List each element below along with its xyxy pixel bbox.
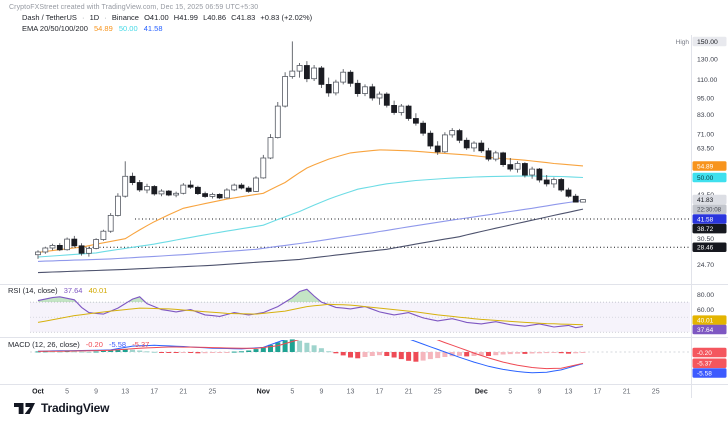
svg-text:22:30:08: 22:30:08 [697,207,722,214]
svg-text:-0.20: -0.20 [697,350,712,357]
svg-text:13: 13 [121,389,129,396]
pane-separators [0,35,728,398]
svg-text:5: 5 [508,389,512,396]
change-value: +0.83 (+2.02%) [260,13,313,22]
svg-text:95.00: 95.00 [697,95,714,102]
symbol-name[interactable]: Dash / TetherUS [22,13,77,22]
tradingview-logo-icon [14,402,35,414]
svg-text:9: 9 [319,389,323,396]
svg-text:Oct: Oct [32,389,44,396]
svg-text:28.46: 28.46 [697,245,714,252]
svg-text:21: 21 [179,389,187,396]
rsi-axis[interactable]: 80.00 60.00 40.01 37.64 [692,292,727,335]
macd-pane [30,339,690,374]
svg-text:38.72: 38.72 [697,226,714,233]
timeframe[interactable]: 1D [89,13,100,22]
separator-dot: · [104,13,107,22]
svg-text:9: 9 [537,389,541,396]
symbol-header: Dash / TetherUS · 1D · Binance O41.00 H4… [22,13,315,22]
macd-line-value: -5.58 [109,340,127,349]
svg-text:37.64: 37.64 [697,327,714,334]
time-axis[interactable]: Oct 5 9 13 17 21 25 Nov 5 9 13 17 21 25 Dec 5 9 13 17 21 25 [32,389,660,396]
macd-axis[interactable]: -0.20 -5.37 -5.58 [692,347,727,378]
svg-text:High: High [676,39,690,46]
svg-text:110.00: 110.00 [697,77,718,84]
ema100-value: 41.58 [143,24,163,33]
svg-text:63.50: 63.50 [697,145,714,152]
candles [35,41,586,259]
svg-text:9: 9 [94,389,98,396]
svg-text:25: 25 [434,389,442,396]
brand-footer[interactable]: TradingView [13,401,109,415]
high-value: 41.99 [179,13,198,22]
rsi-ma-value: 40.01 [88,286,108,295]
svg-text:21: 21 [623,389,631,396]
svg-text:17: 17 [150,389,158,396]
high-label: H [173,13,180,22]
svg-text:Nov: Nov [257,389,270,396]
svg-text:25: 25 [209,389,217,396]
low-value: 40.86 [207,13,227,22]
svg-text:41.58: 41.58 [697,216,714,223]
svg-text:150.00: 150.00 [697,39,718,46]
svg-text:25: 25 [652,389,660,396]
svg-text:-5.37: -5.37 [697,361,712,368]
svg-text:83.00: 83.00 [697,112,714,119]
svg-text:5: 5 [65,389,69,396]
svg-text:60.00: 60.00 [697,307,714,314]
svg-text:41.83: 41.83 [697,197,714,204]
attribution-text: CryptoFXStreet created with TradingView.… [9,4,259,11]
svg-text:50.00: 50.00 [697,175,714,182]
svg-text:13: 13 [565,389,573,396]
macd-signal-line [37,340,584,370]
separator-dot: · [81,13,85,22]
close-value: 41.83 [236,13,256,22]
brand-name: TradingView [41,401,110,415]
ema200-line [37,208,584,274]
macd-line [37,340,584,374]
svg-text:54.89: 54.89 [697,163,714,170]
svg-text:-5.58: -5.58 [697,370,712,377]
rsi-label[interactable]: RSI (14, close) [8,286,58,295]
exchange[interactable]: Binance [111,13,139,22]
svg-text:130.00: 130.00 [697,57,718,64]
svg-text:Dec: Dec [475,389,488,396]
ema-label[interactable]: EMA 20/50/100/200 [22,24,88,33]
price-axis[interactable]: High 150.00 130.00 110.00 95.00 83.00 71.00 63.… [676,36,727,270]
svg-text:17: 17 [376,389,384,396]
low-label: L [203,13,208,22]
rsi-line [37,288,584,329]
open-label: O [144,13,150,22]
open-value: 41.00 [149,13,169,22]
svg-text:13: 13 [347,389,355,396]
svg-text:80.00: 80.00 [697,292,714,299]
ema100-line [37,199,584,262]
rsi-ma-line [37,303,584,326]
rsi-legend: RSI (14, close) 37.64 40.01 [8,286,111,295]
ema50-value: 50.00 [118,24,138,33]
ema20-line [37,149,584,253]
ema20-value: 54.89 [93,24,113,33]
rsi-value: 37.64 [63,286,83,295]
price-pane [35,41,690,274]
rsi-pane [30,288,690,333]
macd-hist-value: -0.20 [85,340,103,349]
svg-text:24.70: 24.70 [697,262,714,269]
macd-legend: MACD (12, 26, close) -0.20 -5.58 -5.37 [8,340,153,349]
svg-text:71.00: 71.00 [697,132,714,139]
macd-label[interactable]: MACD (12, 26, close) [8,340,80,349]
svg-text:17: 17 [594,389,602,396]
svg-text:5: 5 [290,389,294,396]
svg-text:30.50: 30.50 [697,236,714,243]
close-label: C [231,13,237,22]
svg-text:21: 21 [405,389,413,396]
macd-signal-value: -5.37 [132,340,150,349]
ema-legend: EMA 20/50/100/200 54.89 50.00 41.58 [22,24,167,33]
ema50-line [37,175,584,258]
svg-text:40.01: 40.01 [697,318,714,325]
